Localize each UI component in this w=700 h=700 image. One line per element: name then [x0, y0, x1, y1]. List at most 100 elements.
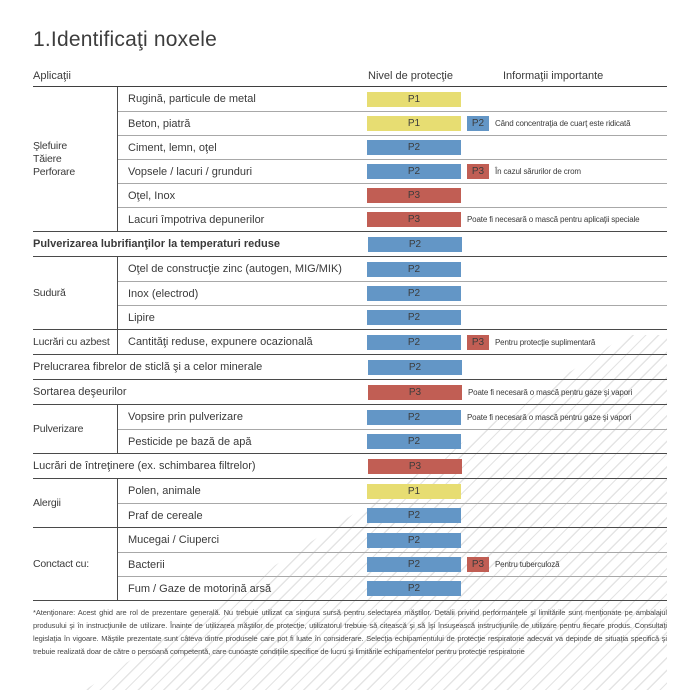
info-note: Pentru protecţie suplimentară — [495, 337, 596, 347]
row-label: Rugină, particule de metal — [128, 93, 256, 105]
protection-badge-p3: P3 — [368, 458, 462, 474]
badge-group: P2 — [367, 136, 461, 159]
badge-group: P3 — [368, 454, 462, 478]
row-label: Sortarea deşeurilor — [33, 386, 127, 398]
table-row: Lucrări de întreţinere (ex. schimbarea f… — [33, 454, 667, 478]
row-label: Polen, animale — [128, 485, 201, 497]
badge-group: P3 — [367, 184, 461, 207]
protection-badge-p2: P2 — [367, 261, 461, 277]
row-label: Oţel, Inox — [128, 189, 176, 202]
column-header-protection-level: Nivel de protecţie — [368, 70, 453, 82]
badge-group: P2 — [367, 306, 461, 329]
badge-group: P2 — [367, 577, 461, 600]
row-label: Pulverizarea lubrifianţilor la temperatu… — [33, 238, 280, 250]
badge-group: P2 — [367, 504, 461, 527]
secondary-badge-p2: P2 — [467, 116, 489, 131]
section-rows: Rugină, particule de metal P1 Beton, piatr… — [118, 87, 667, 231]
section-rows: Polen, animale P1 Praf de cereale P2 — [118, 479, 667, 527]
table-section: Sudură Oţel de construcţie zinc (autogen,… — [33, 256, 667, 329]
table-row: Bacterii P2 P3 Pentru tuberculoză — [118, 552, 667, 576]
protection-badge-p2: P2 — [367, 310, 461, 325]
protection-badge-p2: P2 — [367, 532, 461, 548]
group-label: Conctact cu: — [33, 528, 118, 600]
table-section: Pulverizarea lubrifianţilor la temperatu… — [33, 231, 667, 256]
info-note: Poate fi necesară o mască pentru gaze şi… — [468, 387, 633, 397]
badge-group: P3 Poate fi necesară o mască pentru aplic… — [367, 208, 640, 231]
badge-group: P2 — [368, 355, 462, 379]
protection-badge-p2: P2 — [367, 334, 461, 350]
protection-badge-p2: P2 — [367, 508, 461, 523]
table-section: Pulverizare Vopsire prin pulverizare P2 Poa… — [33, 404, 667, 453]
table-row: Cantităţi reduse, expunere ocazională P2 P… — [118, 330, 667, 354]
table-row: Lacuri împotriva depunerilor P3 Poate fi n… — [118, 207, 667, 231]
table-row: Prelucrarea fibrelor de sticlă şi a celo… — [33, 355, 667, 379]
protection-badge-p2: P2 — [367, 409, 461, 425]
table-row: Oţel, Inox P3 — [118, 183, 667, 207]
protection-badge-p2: P2 — [367, 140, 461, 155]
protection-badge-p3: P3 — [367, 212, 461, 227]
row-label: Mucegai / Ciuperci — [128, 534, 220, 546]
info-note: Când concentraţia de cuarţ este ridicată — [495, 119, 631, 128]
secondary-badge-p3: P3 — [467, 557, 489, 572]
hazard-table: Şlefuire Tăiere Perforare Rugină, particu… — [33, 87, 667, 601]
row-label: Lipire — [128, 311, 155, 324]
badge-group: P1 P2 Când concentraţia de cuarţ este ridi… — [367, 112, 631, 135]
info-note: În cazul sărurilor de crom — [495, 167, 581, 176]
section-rows: Sortarea deşeurilor P3 Poate fi necesară o… — [33, 380, 667, 404]
protection-badge-p2: P2 — [367, 286, 461, 301]
table-row: Ciment, lemn, oţel P2 — [118, 135, 667, 159]
table-row: Sortarea deşeurilor P3 Poate fi necesară o… — [33, 380, 667, 404]
column-header-important-info: Informaţii importante — [503, 70, 604, 82]
group-label: Pulverizare — [33, 405, 118, 453]
row-label: Lucrări de întreţinere (ex. schimbarea f… — [33, 460, 256, 472]
protection-badge-p1: P1 — [367, 116, 461, 131]
table-row: Mucegai / Ciuperci P2 — [118, 528, 667, 552]
row-label: Fum / Gaze de motorină arsă — [128, 582, 272, 595]
row-label: Beton, piatră — [128, 117, 191, 130]
protection-badge-p2: P2 — [367, 164, 461, 179]
badge-group: P2 P3 Pentru tuberculoză — [367, 553, 560, 576]
section-rows: Prelucrarea fibrelor de sticlă şi a celo… — [33, 355, 667, 379]
protection-badge-p2: P2 — [367, 557, 461, 572]
table-row: Beton, piatră P1 P2 Când concentraţia de cu… — [118, 111, 667, 135]
badge-group: P2 P3 În cazul sărurilor de crom — [367, 160, 581, 183]
table-row: Pesticide pe bază de apă P2 — [118, 429, 667, 453]
badge-group: P2 — [367, 528, 461, 552]
secondary-badge-p3: P3 — [467, 164, 489, 179]
section-rows: Oţel de construcţie zinc (autogen, MIG/M… — [118, 257, 667, 329]
table-row: Fum / Gaze de motorină arsă P2 — [118, 576, 667, 600]
protection-badge-p2: P2 — [367, 581, 461, 596]
badge-group: P2 Poate fi necesară o mască pentru gaze … — [367, 405, 631, 429]
badge-group: P1 — [367, 479, 461, 503]
table-section: Conctact cu: Mucegai / Ciuperci P2 Bacterii… — [33, 527, 667, 600]
badge-group: P2 — [368, 232, 462, 256]
page-content: 1.Identificaţi noxele Aplicaţii Nivel de… — [33, 28, 667, 658]
badge-group: P3 Poate fi necesară o mască pentru gaze … — [368, 380, 632, 404]
group-label: Şlefuire Tăiere Perforare — [33, 87, 118, 231]
secondary-badge-p3: P3 — [467, 334, 489, 350]
badge-group: P2 — [367, 257, 461, 281]
table-section: Lucrări de întreţinere (ex. schimbarea f… — [33, 453, 667, 478]
info-note: Poate fi necesară o mască pentru aplicaţ… — [467, 215, 640, 224]
table-row: Praf de cereale P2 — [118, 503, 667, 527]
badge-group: P1 — [367, 87, 461, 111]
table-section: Prelucrarea fibrelor de sticlă şi a celo… — [33, 354, 667, 379]
row-label: Cantităţi reduse, expunere ocazională — [128, 336, 313, 348]
row-label: Bacterii — [128, 558, 165, 571]
footnote: *Atenţionare: Acest ghid are rol de prez… — [33, 608, 667, 656]
table-section: Sortarea deşeurilor P3 Poate fi necesară o… — [33, 379, 667, 404]
section-rows: Vopsire prin pulverizare P2 Poate fi neces… — [118, 405, 667, 453]
table-section: Alergii Polen, animale P1 Praf de cereale P2 — [33, 478, 667, 527]
group-label: Lucrări cu azbest — [33, 330, 118, 354]
protection-badge-p2: P2 — [367, 434, 461, 449]
group-label: Alergii — [33, 479, 118, 527]
section-rows: Cantităţi reduse, expunere ocazională P2 P… — [118, 330, 667, 354]
row-label: Lacuri împotriva depunerilor — [128, 213, 265, 226]
row-label: Inox (electrod) — [128, 287, 199, 300]
table-section: Şlefuire Tăiere Perforare Rugină, particu… — [33, 87, 667, 231]
row-label: Pesticide pe bază de apă — [128, 435, 252, 448]
row-label: Praf de cereale — [128, 509, 203, 522]
badge-group: P2 P3 Pentru protecţie suplimentară — [367, 330, 595, 354]
info-note: Pentru tuberculoză — [495, 560, 560, 569]
